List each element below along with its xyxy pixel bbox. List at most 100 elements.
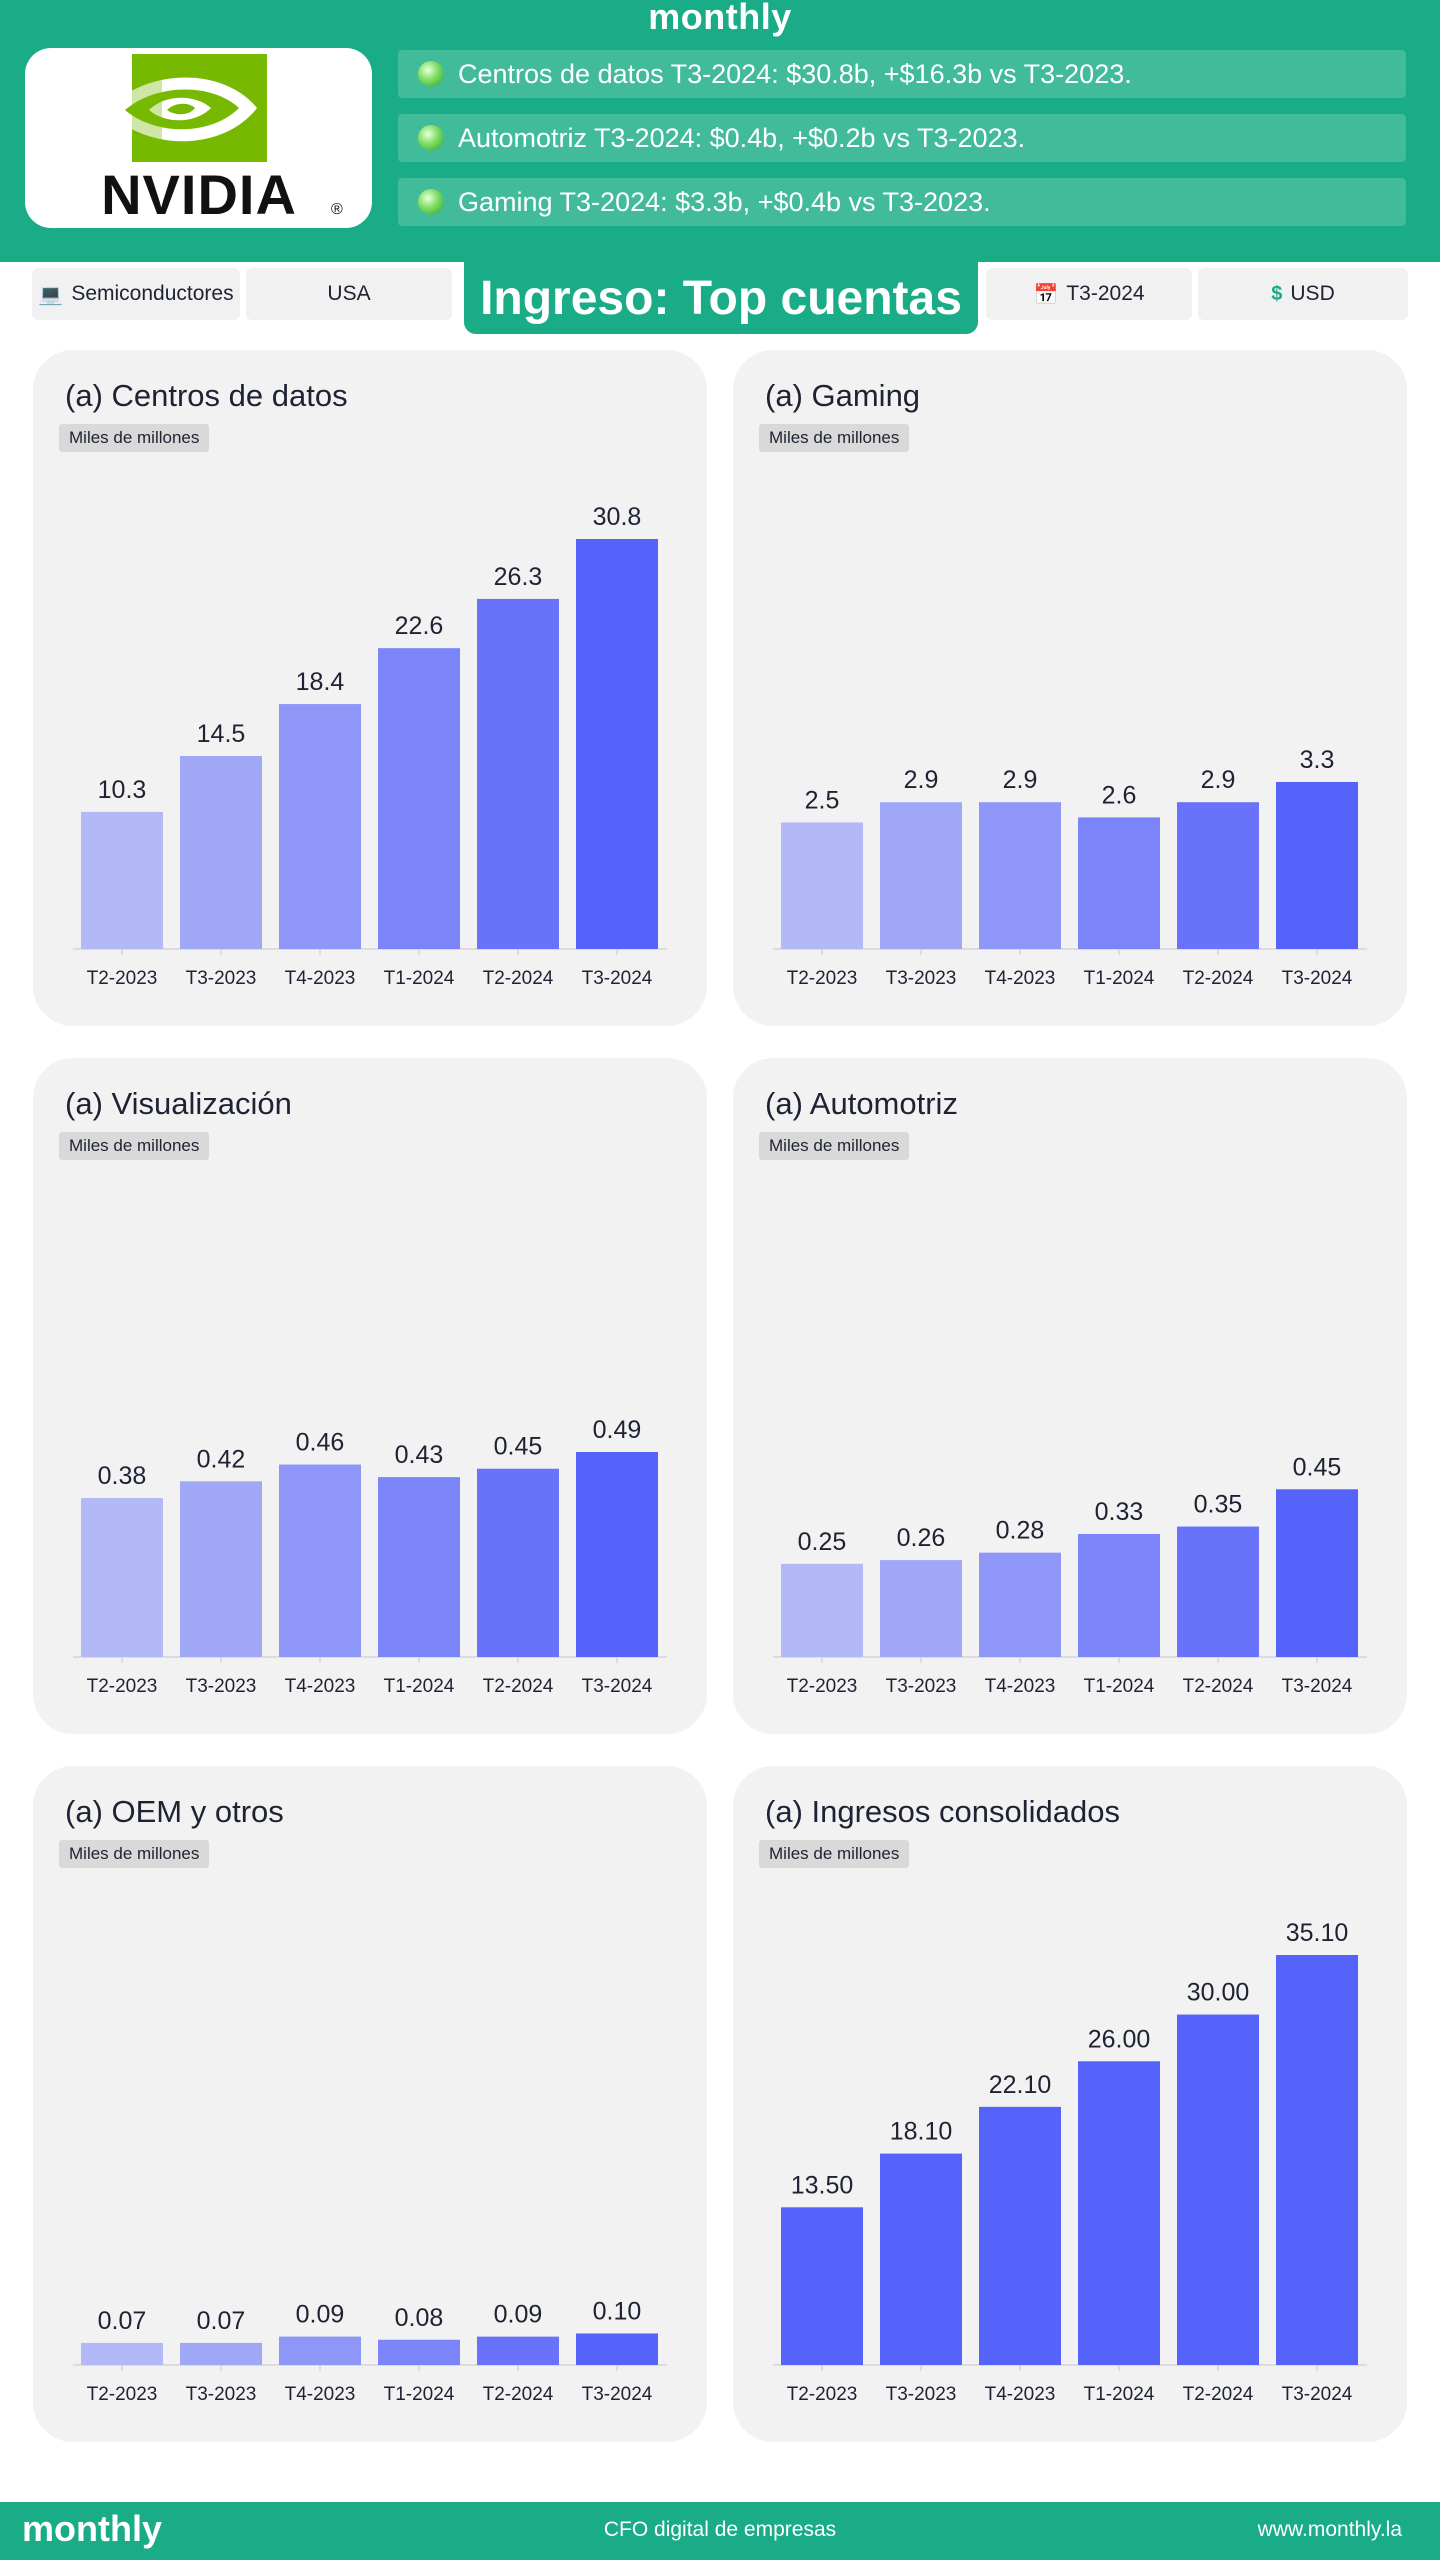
data-label: 26.00 — [1088, 2025, 1151, 2053]
bar-chart: 0.38 T2-2023 0.42 T3-2023 0.46 T4-2023 0.43 T1-… — [73, 1416, 667, 1697]
bar — [781, 1563, 863, 1657]
bar — [1078, 1534, 1160, 1657]
filter-bar: 💻 Semiconductores USA Ingreso: Top cuent… — [0, 262, 1440, 334]
data-label: 0.10 — [593, 2297, 642, 2325]
filter-country[interactable]: USA — [246, 268, 452, 320]
data-label: 18.10 — [890, 2118, 953, 2146]
x-tick-label: T4-2023 — [985, 2384, 1056, 2405]
data-label: 2.9 — [904, 766, 939, 794]
x-tick-label: T1-2024 — [384, 968, 455, 989]
filter-period[interactable]: 📅 T3-2024 — [986, 268, 1192, 320]
data-label: 0.45 — [494, 1433, 543, 1461]
x-tick-label: T2-2023 — [87, 1676, 158, 1697]
x-tick-label: T4-2023 — [285, 2384, 356, 2405]
x-tick-label: T3-2024 — [582, 968, 653, 989]
bar — [880, 2153, 962, 2365]
bar — [1276, 1489, 1358, 1657]
x-tick-label: T2-2023 — [787, 1676, 858, 1697]
data-label: 18.4 — [296, 668, 345, 696]
filter-sector[interactable]: 💻 Semiconductores — [32, 268, 240, 320]
x-tick-label: T3-2023 — [886, 2384, 957, 2405]
x-tick-label: T1-2024 — [1084, 968, 1155, 989]
bar-chart: 2.5 T2-2023 2.9 T3-2023 2.9 T4-2023 2.6 T1-2024… — [773, 746, 1367, 989]
x-tick-label: T1-2024 — [1084, 2384, 1155, 2405]
x-tick-label: T2-2024 — [1183, 2384, 1254, 2405]
data-label: 22.6 — [395, 612, 444, 640]
data-label: 0.25 — [798, 1528, 847, 1556]
x-tick-label: T3-2024 — [1282, 968, 1353, 989]
x-tick-label: T2-2024 — [1183, 1676, 1254, 1697]
bar — [477, 2336, 559, 2365]
data-label: 30.00 — [1187, 1979, 1250, 2007]
header: monthly NVIDIA ® Centros de datos T3-202… — [0, 0, 1440, 262]
footer: monthly CFO digital de empresas www.mont… — [0, 2502, 1440, 2560]
x-tick-label: T2-2023 — [87, 968, 158, 989]
x-tick-label: T1-2024 — [384, 1676, 455, 1697]
bar — [781, 2207, 863, 2365]
unit-badge: Miles de millones — [759, 424, 910, 452]
bar — [1276, 1955, 1358, 2365]
bar — [279, 1464, 361, 1657]
bar — [1276, 781, 1358, 949]
data-label: 0.08 — [395, 2304, 444, 2332]
x-tick-label: T3-2023 — [186, 1676, 257, 1697]
bar — [1177, 802, 1259, 949]
bar — [180, 1481, 262, 1657]
chart-card-gaming: (a) Gaming Miles de millones 2.5 T2-2023 2… — [733, 350, 1407, 1026]
unit-badge: Miles de millones — [59, 424, 210, 452]
data-label: 13.50 — [791, 2171, 854, 2199]
x-tick-label: T4-2023 — [985, 968, 1056, 989]
bar — [1078, 817, 1160, 949]
x-tick-label: T4-2023 — [285, 1676, 356, 1697]
bar-chart: 13.50 T2-2023 18.10 T3-2023 22.10 T4-2023 26.0… — [773, 1919, 1367, 2405]
dollar-icon: $ — [1271, 282, 1283, 305]
data-label: 0.26 — [897, 1524, 946, 1552]
filter-country-label: USA — [327, 282, 371, 305]
x-tick-label: T2-2023 — [787, 2384, 858, 2405]
highlight-item: Automotriz T3-2024: $0.4b, +$0.2b vs T3-… — [398, 114, 1406, 162]
data-label: 2.9 — [1201, 766, 1236, 794]
bar — [979, 2106, 1061, 2365]
highlight-item: Gaming T3-2024: $3.3b, +$0.4b vs T3-2023… — [398, 178, 1406, 226]
bar — [477, 1468, 559, 1657]
bar — [279, 704, 361, 949]
data-label: 0.49 — [593, 1416, 642, 1444]
chart-title: (a) Ingresos consolidados — [765, 1794, 1120, 1829]
chart-title: (a) Automotriz — [765, 1086, 958, 1121]
company-logo: NVIDIA ® — [25, 48, 372, 228]
bar — [477, 598, 559, 949]
chart-card-automotive: (a) Automotriz Miles de millones 0.25 T2-… — [733, 1058, 1407, 1734]
bar — [81, 811, 163, 949]
bar — [576, 2333, 658, 2365]
x-tick-label: T3-2024 — [582, 2384, 653, 2405]
footer-website-link[interactable]: www.monthly.la — [1257, 2518, 1402, 2541]
data-label: 0.09 — [494, 2301, 543, 2329]
data-label: 22.10 — [989, 2071, 1052, 2099]
data-label: 10.3 — [98, 776, 147, 804]
x-tick-label: T3-2023 — [886, 1676, 957, 1697]
data-label: 0.07 — [98, 2307, 147, 2335]
highlight-text: Automotriz T3-2024: $0.4b, +$0.2b vs T3-… — [458, 122, 1026, 153]
data-label: 0.42 — [197, 1445, 246, 1473]
data-label: 0.28 — [996, 1517, 1045, 1545]
footer-brand: monthly — [22, 2508, 162, 2549]
bar — [180, 755, 262, 949]
bar-chart: 0.25 T2-2023 0.26 T3-2023 0.28 T4-2023 0.33 T1-… — [773, 1453, 1367, 1697]
data-label: 2.5 — [805, 786, 840, 814]
bar — [81, 2342, 163, 2365]
x-tick-label: T2-2024 — [483, 968, 554, 989]
chart-card-visualization: (a) Visualización Miles de millones 0.38… — [33, 1058, 707, 1734]
data-label: 0.33 — [1095, 1498, 1144, 1526]
x-tick-label: T4-2023 — [285, 968, 356, 989]
x-tick-label: T2-2024 — [1183, 968, 1254, 989]
bar — [81, 1498, 163, 1657]
bar — [880, 802, 962, 949]
data-label: 2.6 — [1102, 781, 1137, 809]
chart-title: (a) OEM y otros — [65, 1794, 284, 1829]
data-label: 0.38 — [98, 1462, 147, 1490]
filter-currency[interactable]: $ USD — [1198, 268, 1408, 320]
x-tick-label: T2-2023 — [787, 968, 858, 989]
calendar-icon: 📅 — [1033, 283, 1059, 306]
page-title: Ingreso: Top cuentas — [464, 262, 978, 334]
chart-title: (a) Gaming — [765, 378, 921, 413]
